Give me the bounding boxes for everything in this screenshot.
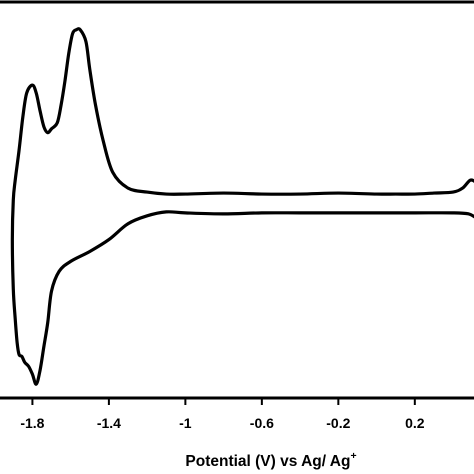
x-axis-ticks: [31, 398, 416, 405]
x-tick-label: 0.2: [405, 415, 425, 431]
x-axis-title: Potential (V) vs Ag/ Ag+: [185, 450, 356, 470]
x-tick-label: -1.8: [20, 415, 44, 431]
x-axis-title-superscript: +: [350, 450, 356, 462]
x-tick-label: -1.4: [97, 415, 121, 431]
series-layer: [10, 27, 474, 386]
plot-frame: [0, 0, 474, 400]
cv-series-line: [10, 27, 474, 386]
x-tick-label: -0.2: [326, 415, 350, 431]
x-axis-tick-labels: -1.8 -1.4 -1 -0.6 -0.2 0.2: [20, 415, 424, 431]
x-tick-label: -0.6: [250, 415, 274, 431]
x-axis-title-main: Potential (V) vs Ag/ Ag: [185, 453, 350, 470]
plot-frame-border: [0, 0, 474, 400]
x-tick-label: -1: [179, 415, 192, 431]
